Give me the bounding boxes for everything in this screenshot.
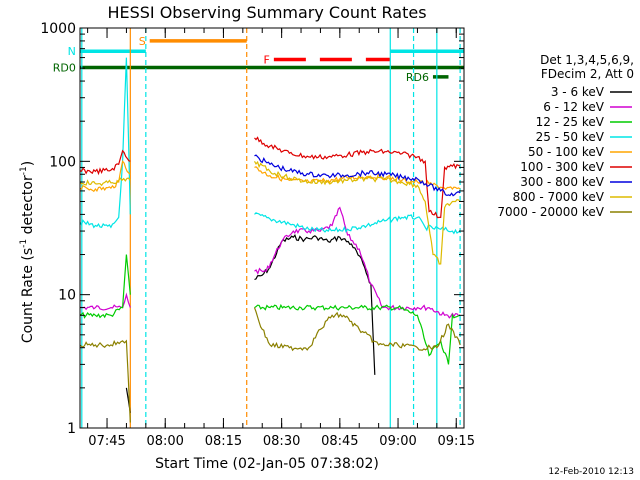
legend-label: 6 - 12 keV bbox=[543, 100, 605, 114]
legend-label: 50 - 100 keV bbox=[528, 145, 605, 159]
x-tick-label: 08:00 bbox=[146, 434, 183, 449]
x-tick-label: 09:15 bbox=[438, 434, 475, 449]
series-line bbox=[80, 339, 131, 423]
y-axis-label: Count Rate (s-1 detector-1) bbox=[19, 161, 36, 343]
footer-timestamp: 12-Feb-2010 12:13 bbox=[548, 467, 634, 477]
series-line bbox=[254, 212, 461, 235]
axis-ticks: 1 10 100 1000 07:45 08:00 08:15 08:30 08:45 09:00… bbox=[40, 21, 475, 449]
legend-label: 300 - 800 keV bbox=[520, 175, 604, 189]
chart-title: HESSI Observing Summary Count Rates bbox=[107, 3, 426, 22]
series-line bbox=[80, 254, 131, 319]
series-line bbox=[80, 149, 131, 176]
series-line bbox=[254, 136, 461, 219]
x-tick-label: 08:45 bbox=[321, 434, 358, 449]
y-label-sup: -1 bbox=[19, 239, 29, 248]
series-line bbox=[254, 303, 461, 365]
series-line bbox=[80, 160, 131, 193]
legend: Det 1,3,4,5,6,9, FDecim 2, Att 0 3 - 6 k… bbox=[497, 53, 634, 219]
legend-label: 800 - 7000 keV bbox=[513, 190, 605, 204]
series-line bbox=[253, 307, 461, 352]
series-line bbox=[254, 206, 461, 319]
flag-bar-label: F bbox=[264, 54, 270, 67]
x-tick-label: 08:15 bbox=[205, 434, 242, 449]
y-label-part: detector bbox=[20, 175, 36, 239]
series-layer bbox=[80, 57, 461, 423]
legend-label: 25 - 50 keV bbox=[536, 130, 605, 144]
series-line bbox=[80, 57, 131, 229]
y-label-part: Count Rate (s bbox=[20, 248, 36, 343]
x-tick-label: 09:00 bbox=[379, 434, 416, 449]
flag-bar-label: N bbox=[68, 45, 76, 58]
y-tick-label: 1 bbox=[67, 421, 76, 437]
y-tick-label: 1000 bbox=[40, 21, 76, 37]
x-tick-label: 08:30 bbox=[263, 434, 300, 449]
legend-label: 7000 - 20000 keV bbox=[497, 205, 604, 219]
flag-bar-label: RD0 bbox=[53, 62, 76, 75]
x-axis-label: Start Time (02-Jan-05 07:38:02) bbox=[155, 456, 379, 472]
series-line bbox=[254, 154, 461, 197]
y-tick-label: 100 bbox=[49, 154, 76, 170]
x-tick-label: 07:45 bbox=[88, 434, 125, 449]
legend-label: 12 - 25 keV bbox=[536, 115, 605, 129]
plot-frame bbox=[79, 27, 465, 429]
legend-header-line: FDecim 2, Att 0 bbox=[541, 67, 634, 81]
legend-label: 3 - 6 keV bbox=[551, 85, 605, 99]
flag-bar-label: RD6 bbox=[406, 71, 429, 84]
legend-label: 100 - 300 keV bbox=[520, 160, 604, 174]
y-label-part: ) bbox=[20, 161, 36, 166]
flag-bar-label: S bbox=[139, 35, 146, 48]
y-tick-label: 10 bbox=[58, 288, 76, 304]
vertical-markers bbox=[81, 28, 461, 428]
flag-bars: S N F RD0 RD6 bbox=[53, 35, 464, 84]
series-line bbox=[253, 160, 461, 265]
y-label-sup: -1 bbox=[19, 166, 29, 175]
series-line bbox=[80, 177, 131, 187]
series-line bbox=[254, 233, 376, 375]
legend-header-line: Det 1,3,4,5,6,9, bbox=[540, 53, 634, 67]
